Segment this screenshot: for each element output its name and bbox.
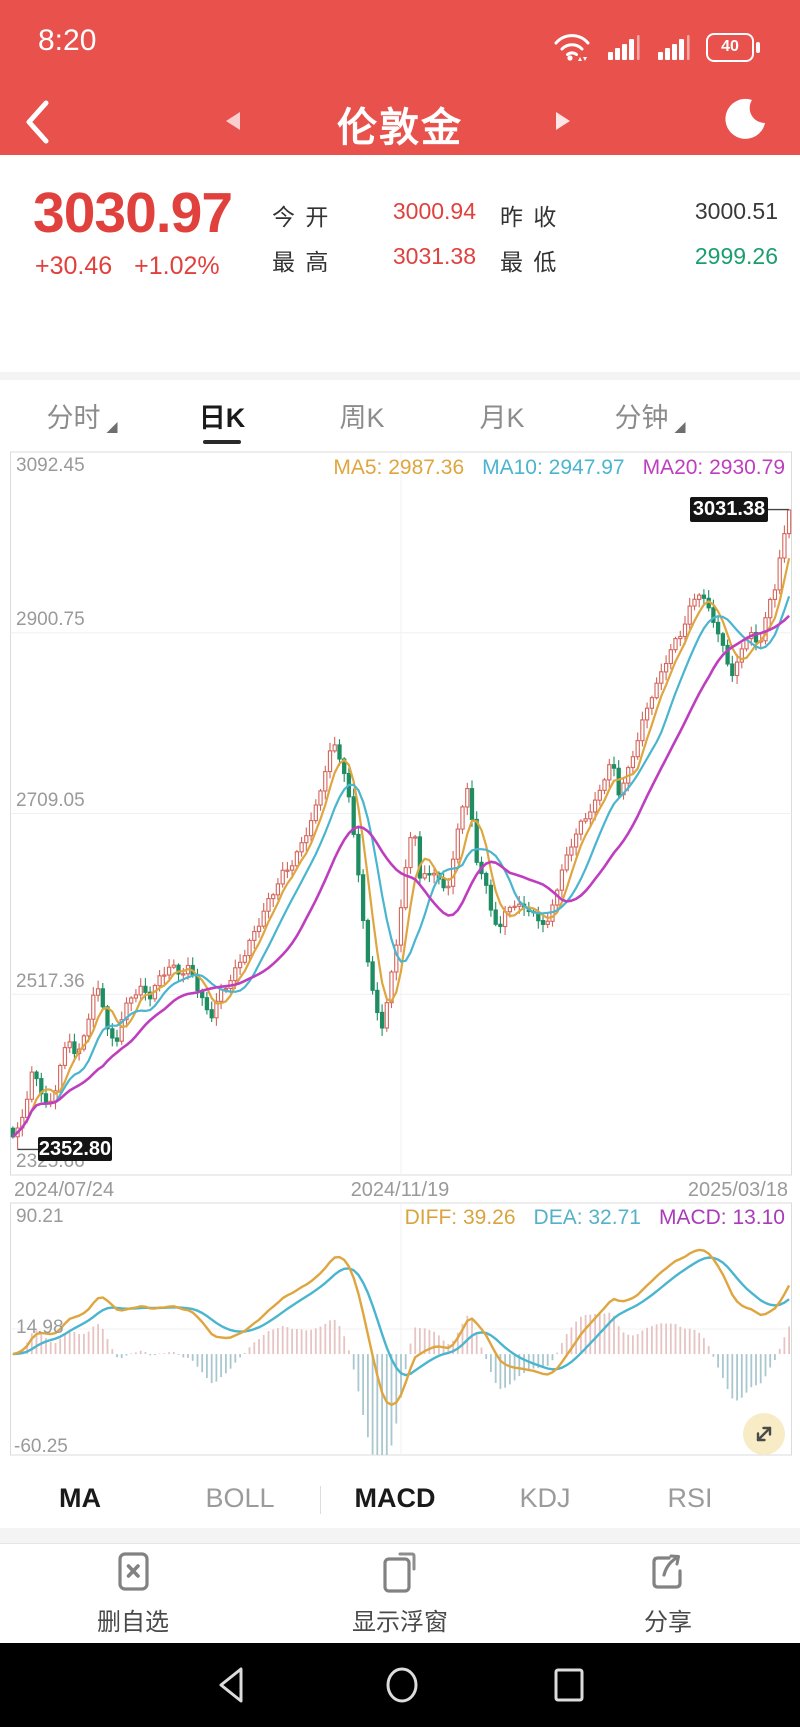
ma10-legend: MA10: 2947.97: [482, 456, 625, 479]
tab-macd[interactable]: MACD: [354, 1483, 436, 1513]
recents-icon[interactable]: [549, 1665, 589, 1705]
expand-arrows-icon: [756, 1426, 772, 1442]
share-button[interactable]: 分享: [644, 1550, 692, 1637]
share-icon: [652, 1554, 682, 1589]
tab-timeline[interactable]: 分时: [47, 396, 118, 435]
dropdown-triangle-icon: [106, 422, 118, 433]
diff-legend: DIFF: 39.26: [404, 1206, 516, 1229]
macd-y-label: 14.98: [16, 1317, 64, 1338]
night-mode-icon[interactable]: [718, 94, 772, 148]
y-axis-label: 2517.36: [16, 971, 85, 992]
macd-y-label: 90.21: [16, 1206, 64, 1227]
y-axis-label: 2709.05: [16, 790, 85, 811]
page-title: 伦敦金: [337, 106, 463, 150]
toolbar-label: 分享: [644, 1609, 692, 1636]
change-percent: +1.02%: [134, 252, 220, 280]
floating-window-button[interactable]: 显示浮窗: [352, 1550, 448, 1637]
fullscreen-expand-button[interactable]: [743, 1413, 785, 1455]
tab-ma[interactable]: MA: [59, 1483, 101, 1513]
section-divider: [0, 372, 800, 380]
tab-minute-label: 分钟: [614, 403, 669, 433]
tab-daily-k[interactable]: 日K: [199, 396, 246, 435]
x-axis-date: 2024/07/24: [14, 1179, 115, 1201]
tab-weekly-k[interactable]: 周K: [339, 396, 384, 435]
tab-divider: [320, 1486, 321, 1514]
x-axis-date: 2025/03/18: [687, 1179, 788, 1201]
battery-icon: 40: [706, 32, 760, 62]
back-icon[interactable]: [215, 1665, 255, 1705]
last-price: 3030.97: [33, 181, 233, 245]
back-button[interactable]: [24, 98, 52, 146]
delete-watchlist-button[interactable]: 删自选: [97, 1550, 169, 1637]
tab-minute[interactable]: 分钟: [615, 396, 686, 435]
header-bar: 8:20: [0, 0, 800, 155]
android-nav-bar: [0, 1643, 800, 1727]
home-icon[interactable]: [382, 1665, 422, 1705]
dea-legend: DEA: 32.71: [533, 1206, 641, 1229]
status-time: 8:20: [38, 24, 97, 57]
macd-legend: DIFF: 39.26 DEA: 32.71 MACD: 13.10: [405, 1206, 785, 1230]
ma-legend: MA5: 2987.36 MA10: 2947.97 MA20: 2930.79: [333, 456, 785, 480]
next-instrument-icon[interactable]: [556, 112, 570, 130]
prev-instrument-icon[interactable]: [226, 112, 240, 130]
ma5-legend: MA5: 2987.36: [333, 456, 465, 479]
stat-value-high: 3031.38: [392, 243, 476, 269]
stat-label-high: 最 高: [272, 249, 331, 275]
tab-boll[interactable]: BOLL: [205, 1483, 275, 1513]
stat-value-low: 2999.26: [694, 243, 778, 269]
ma20-legend: MA20: 2930.79: [642, 456, 785, 479]
tab-daily-k-label: 日K: [198, 403, 246, 433]
tab-timeline-label: 分时: [46, 403, 101, 433]
stat-value-open: 3000.94: [392, 198, 476, 224]
change-amount: +30.46: [35, 252, 113, 280]
tab-rsi[interactable]: RSI: [667, 1483, 713, 1513]
kline-chart[interactable]: [10, 452, 791, 1175]
macd-chart[interactable]: [10, 1203, 791, 1455]
tab-monthly-k-label: 月K: [479, 403, 525, 433]
low-price-marker: 2352.80: [38, 1137, 112, 1161]
y-axis-label: 2900.75: [16, 609, 85, 630]
status-icons: 40: [552, 30, 760, 64]
delete-watchlist-icon: [118, 1552, 149, 1591]
battery-level: 40: [721, 38, 739, 55]
cellular-signal-icon-2: [656, 32, 692, 62]
x-axis-date: 2024/11/19: [350, 1179, 450, 1201]
cellular-signal-icon: [606, 32, 642, 62]
tab-weekly-k-label: 周K: [339, 403, 385, 433]
high-price-marker: 3031.38: [690, 497, 768, 522]
stat-label-open: 今 开: [272, 204, 331, 230]
stat-label-prev-close: 昨 收: [500, 204, 559, 230]
tab-kdj[interactable]: KDJ: [519, 1483, 571, 1513]
stat-value-prev-close: 3000.51: [694, 198, 778, 224]
y-axis-label: 3092.45: [16, 455, 85, 476]
toolbar-label: 删自选: [97, 1609, 169, 1636]
active-tab-underline: [203, 440, 241, 444]
toolbar-divider: [0, 1528, 800, 1544]
wifi-icon: [552, 30, 592, 64]
toolbar-label: 显示浮窗: [352, 1609, 448, 1636]
stat-label-low: 最 低: [500, 249, 559, 275]
price-change: +30.46 +1.02%: [35, 252, 220, 281]
tab-monthly-k[interactable]: 月K: [479, 396, 524, 435]
macd-y-label: -60.25: [14, 1436, 68, 1457]
macd-value-legend: MACD: 13.10: [658, 1206, 785, 1229]
floating-window-icon: [383, 1552, 416, 1593]
dropdown-triangle-icon: [674, 422, 686, 433]
